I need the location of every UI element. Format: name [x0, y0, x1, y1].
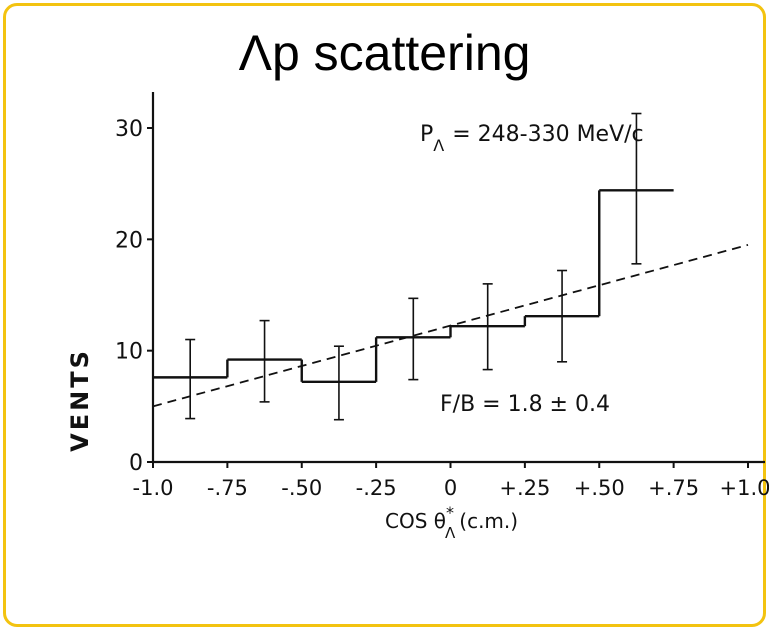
x-axis-label-sub: Λ: [445, 524, 456, 542]
slide-title: Λp scattering: [238, 25, 531, 81]
x-axis-label-main: COS θ: [385, 509, 446, 533]
x-tick-label: +.75: [648, 476, 699, 500]
fit-line: [152, 244, 749, 408]
x-tick-label: 0: [444, 476, 457, 500]
axes: 0 10 20 30 -1.0 -.75 -.50 -.25 0 +.25 +.50 +.75 +1.0: [115, 92, 769, 500]
momentum-value: = 248-330 MeV/c: [452, 122, 643, 147]
x-tick-label: +.50: [574, 476, 625, 500]
x-axis-label: COS θ* Λ (c.m.): [385, 503, 518, 542]
x-tick-label: +1.0: [720, 476, 769, 500]
x-tick-label: -.25: [356, 476, 397, 500]
x-axis-label-suffix: (c.m.): [459, 509, 518, 533]
momentum-annotation: PΛ = 248-330 MeV/c: [420, 122, 644, 155]
ratio-annotation: F/B = 1.8 ± 0.4: [440, 392, 610, 417]
x-axis-label-super: *: [446, 503, 454, 522]
error-bars: [185, 112, 642, 421]
y-axis-label: VENTS: [66, 348, 94, 452]
momentum-label-sub: Λ: [433, 136, 444, 155]
y-tick-label: 0: [129, 451, 143, 476]
x-tick-label: -1.0: [133, 476, 174, 500]
x-tick-label: +.25: [499, 476, 550, 500]
momentum-label: P: [420, 122, 433, 147]
y-tick-label: 20: [115, 228, 143, 253]
x-tick-label: -.75: [207, 476, 248, 500]
x-tick-label: -.50: [281, 476, 322, 500]
y-tick-label: 10: [115, 340, 143, 365]
y-tick-label: 30: [115, 117, 143, 142]
slide-frame: [3, 3, 766, 627]
fit-line-group: [152, 244, 749, 408]
